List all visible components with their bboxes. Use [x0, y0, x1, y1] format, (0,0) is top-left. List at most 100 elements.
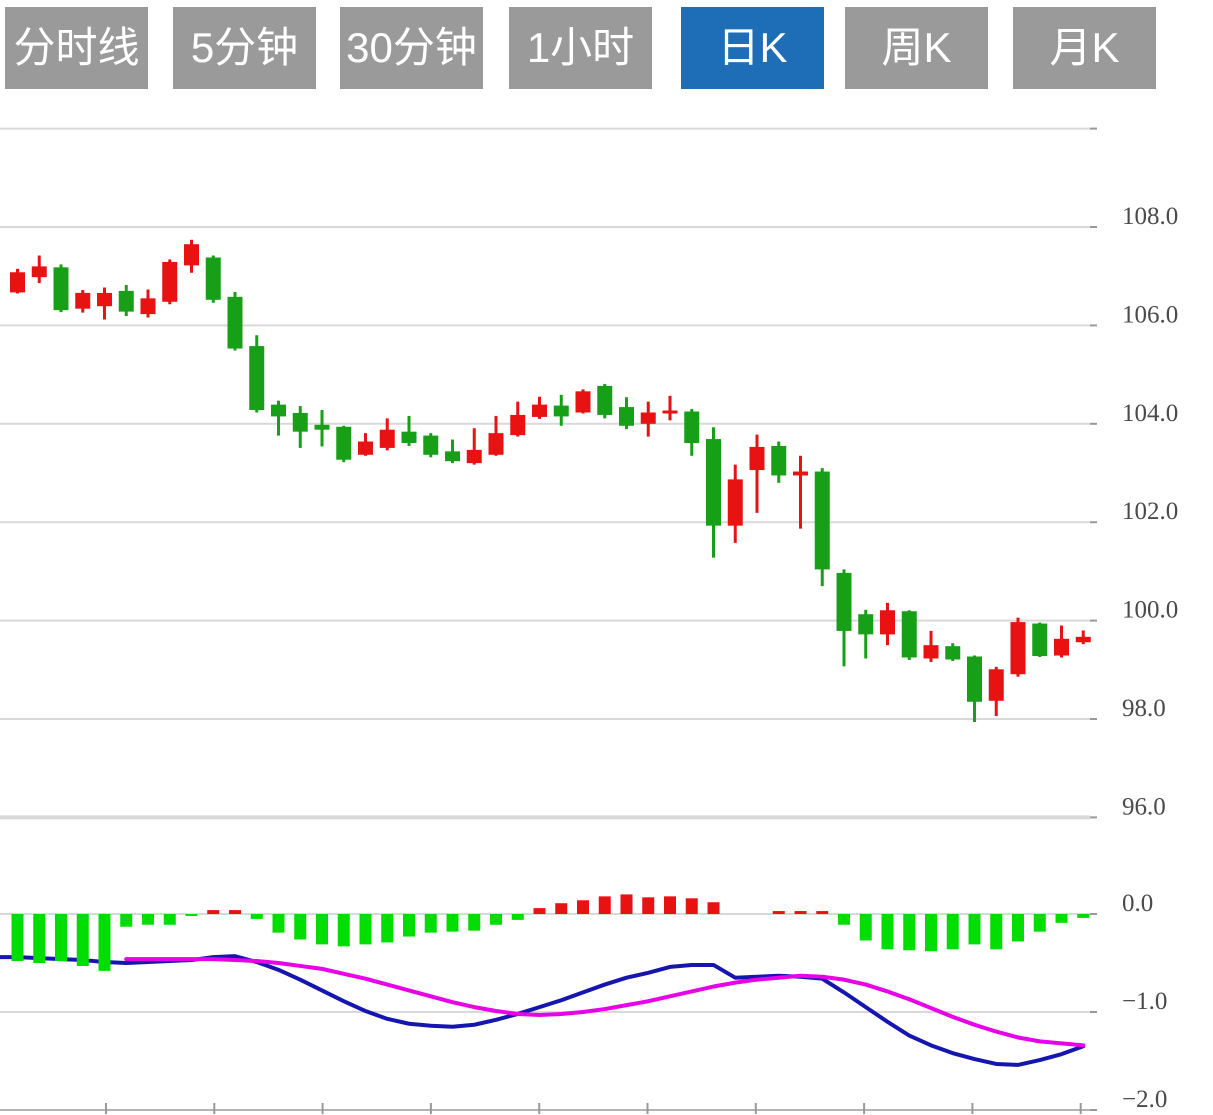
macd-bar	[446, 914, 459, 932]
tab-timeline[interactable]: 分时线	[5, 7, 148, 89]
macd-bar	[838, 914, 850, 925]
price-axis-label: 106.0	[1122, 301, 1178, 328]
candle	[814, 468, 830, 587]
macd-bar	[968, 914, 981, 945]
macd-bar	[1033, 914, 1046, 932]
candle-body	[75, 292, 91, 309]
candle	[184, 239, 199, 273]
candle-body	[771, 445, 787, 476]
candle	[10, 268, 25, 294]
candle-body	[314, 424, 330, 430]
candle	[401, 415, 417, 446]
macd-bar	[163, 914, 176, 925]
price-axis-label: 104.0	[1122, 400, 1178, 427]
candle-body	[727, 479, 743, 526]
candle-body	[967, 656, 982, 702]
tab-weekly-k[interactable]: 周K	[845, 7, 988, 89]
tab-1hour[interactable]: 1小时	[509, 7, 652, 89]
candle-body	[401, 431, 417, 443]
macd-bar	[316, 914, 328, 945]
candle	[858, 609, 874, 659]
candle-body	[184, 244, 199, 266]
candle	[379, 418, 395, 451]
candle-body	[445, 451, 460, 462]
candle	[336, 425, 352, 463]
macd-bar	[925, 914, 937, 952]
candle	[1054, 625, 1069, 658]
macd-axis-label: −2.0	[1122, 1086, 1167, 1113]
candle-body	[162, 261, 178, 302]
macd-axis-label: −1.0	[1122, 988, 1167, 1015]
candle-body	[97, 292, 112, 307]
candle	[358, 433, 373, 456]
macd-bar	[533, 908, 546, 914]
tab-monthly-k[interactable]: 月K	[1013, 7, 1156, 89]
candle	[662, 395, 678, 421]
candle-body	[749, 446, 765, 471]
tab-30min[interactable]: 30分钟	[340, 7, 483, 89]
candle-body	[466, 449, 482, 464]
price-axis-label: 100.0	[1122, 597, 1178, 624]
candle	[31, 255, 47, 284]
macd-bar	[555, 903, 568, 914]
macd-bar	[11, 914, 24, 962]
y-axis-labels: 108.0 106.0 104.0 102.0 100.0 98.0 96.0 0.0 −1.0…	[1122, 203, 1178, 1113]
candle	[880, 602, 895, 646]
candle	[836, 569, 852, 667]
price-axis-label: 102.0	[1122, 498, 1178, 525]
candle-body	[662, 410, 678, 414]
macd-dea-line	[124, 957, 1086, 1048]
candle-body	[205, 257, 221, 300]
candle-body	[814, 471, 830, 570]
candle	[749, 434, 765, 513]
macd-bar	[664, 896, 676, 914]
candle	[1075, 630, 1091, 645]
macd-bar	[1012, 914, 1024, 942]
candle	[488, 415, 504, 456]
macd-bar	[1077, 914, 1090, 918]
candle-body	[336, 426, 352, 460]
macd-bar	[577, 900, 589, 914]
candle	[1010, 617, 1026, 677]
candle	[793, 455, 808, 529]
macd-bar	[598, 896, 611, 914]
candle	[684, 409, 700, 456]
macd-bar	[946, 914, 959, 950]
candle-body	[575, 391, 591, 413]
candle-body	[988, 669, 1004, 701]
macd-bar	[468, 914, 481, 931]
candle	[640, 401, 656, 437]
macd-bar	[511, 914, 524, 920]
candle	[967, 655, 982, 722]
candle	[706, 427, 721, 558]
candle-body	[31, 266, 47, 278]
macd-bar	[381, 914, 394, 943]
candle	[162, 259, 178, 305]
macd-bar	[120, 914, 133, 927]
candle-body	[597, 385, 613, 415]
macd-bar	[990, 914, 1003, 950]
candle	[292, 406, 308, 448]
candle-body	[227, 296, 243, 349]
macd-bar	[76, 914, 89, 966]
candle	[597, 383, 613, 419]
candle	[771, 441, 787, 483]
candle	[510, 401, 526, 437]
macd-bar	[707, 902, 720, 914]
candle-body	[706, 439, 721, 526]
tab-daily-k[interactable]: 日K	[681, 7, 824, 89]
tab-5min[interactable]: 5分钟	[173, 7, 316, 89]
candle-body	[945, 646, 961, 660]
candle-body	[358, 441, 373, 455]
price-axis-label: 98.0	[1122, 695, 1166, 722]
candle	[466, 428, 482, 465]
candle-body	[532, 404, 547, 417]
candle	[619, 397, 634, 430]
candle	[271, 400, 286, 436]
candle	[923, 630, 939, 662]
candle-body	[379, 429, 395, 448]
candle-body	[1032, 623, 1048, 657]
macd-bar	[881, 914, 894, 950]
macd-bar	[33, 914, 46, 963]
candle-body	[292, 412, 308, 432]
